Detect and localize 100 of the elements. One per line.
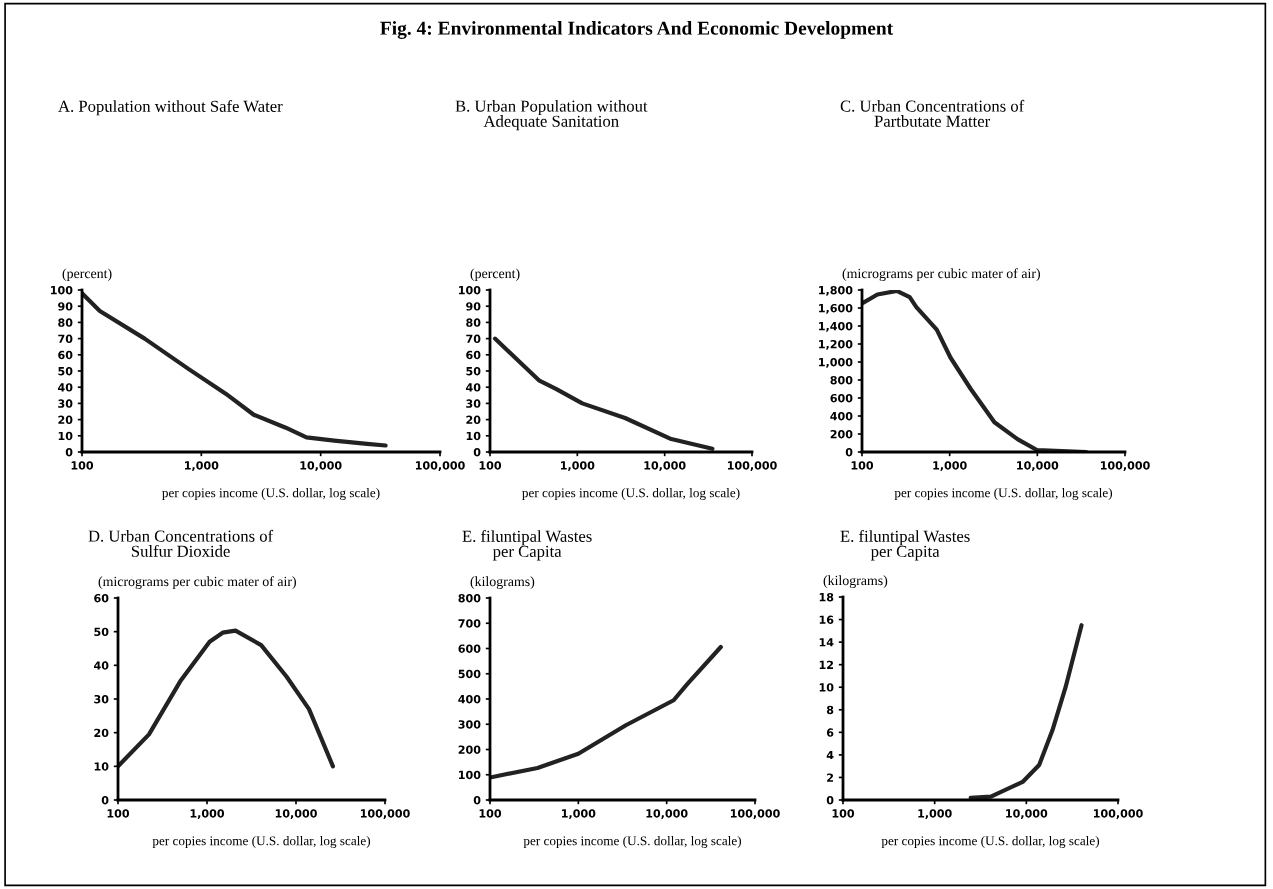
y-tick-label: 18 xyxy=(819,592,834,602)
y-tick-label: 1,600 xyxy=(819,303,853,314)
x-tick-label: 1,000 xyxy=(185,461,219,472)
y-tick-label: 60 xyxy=(466,350,481,360)
y-tick-label: 2 xyxy=(827,773,834,782)
chart-title: D. Urban Concentrations of Sulfur Dioxide xyxy=(88,529,274,557)
x-tick-label: 1,000 xyxy=(933,461,967,472)
y-tick-label: 80 xyxy=(466,318,481,327)
y-tick-label: 400 xyxy=(830,411,853,421)
x-tick-label: 1,000 xyxy=(918,809,952,820)
y-tick-label: 0 xyxy=(845,447,853,457)
y-tick-label: 12 xyxy=(819,660,834,669)
y-tick-label: 0 xyxy=(826,795,834,805)
x-tick-label: 100,000 xyxy=(730,809,780,820)
y-tick-label: 30 xyxy=(466,399,481,408)
chart-title: B. Urban Population without Adequate Sanitation xyxy=(455,100,648,131)
y-tick-label: 10 xyxy=(94,762,109,771)
y-tick-label: 4 xyxy=(826,751,834,760)
chart-title: E. filuntipal Wastes per Capita xyxy=(840,530,970,561)
x-tick-label: 10,000 xyxy=(300,461,342,472)
y-axis-title: (micrograms per cubic mater of air) xyxy=(98,576,296,589)
y-tick-label: 200 xyxy=(830,429,853,439)
y-tick-label: 90 xyxy=(466,302,481,311)
y-tick-label: 100 xyxy=(51,285,73,295)
x-axis-title: per copies income (U.S. dollar, log scale) xyxy=(523,836,742,848)
y-tick-label: 8 xyxy=(826,705,834,715)
y-tick-label: 600 xyxy=(830,393,853,403)
x-tick-label: 100,000 xyxy=(415,461,465,472)
y-tick-label: 30 xyxy=(58,399,73,408)
x-axis-title: per copies income (U.S. dollar, log scale) xyxy=(522,488,740,500)
y-tick-label: 1,000 xyxy=(819,357,853,368)
y-tick-label: 6 xyxy=(826,728,834,737)
y-tick-label: 1,800 xyxy=(819,285,853,296)
y-axis-title: (kilograms) xyxy=(823,575,888,588)
y-tick-label: 0 xyxy=(473,795,481,805)
y-tick-label: 300 xyxy=(458,720,481,729)
y-tick-label: 50 xyxy=(94,627,109,637)
y-tick-label: 50 xyxy=(58,366,73,376)
x-tick-label: 100 xyxy=(107,809,130,818)
y-tick-label: 1,200 xyxy=(819,339,853,350)
y-tick-label: 500 xyxy=(458,669,481,679)
y-tick-label: 50 xyxy=(466,366,481,376)
x-tick-label: 100 xyxy=(479,461,502,470)
y-tick-label: 0 xyxy=(473,447,481,457)
y-axis-title: (percent) xyxy=(62,268,112,281)
y-tick-label: 20 xyxy=(58,415,73,424)
y-tick-label: 10 xyxy=(58,431,73,441)
y-tick-label: 20 xyxy=(94,728,109,738)
y-tick-label: 800 xyxy=(830,375,853,385)
chart-title: C. Urban Concentrations of Partbutate Matter xyxy=(840,99,1025,127)
x-tick-label: 100 xyxy=(479,809,502,818)
y-tick-label: 0 xyxy=(65,447,73,457)
y-tick-label: 70 xyxy=(466,334,481,343)
x-tick-label: 100,000 xyxy=(1093,809,1143,820)
x-tick-label: 1,000 xyxy=(561,461,595,472)
caption: Fig. 4: Environmental Indicators And Economic Development xyxy=(380,21,894,39)
y-tick-label: 80 xyxy=(58,318,73,327)
x-tick-label: 10,000 xyxy=(275,809,317,820)
x-axis-title: per copies income (U.S. dollar, log scale) xyxy=(162,488,380,500)
x-tick-label: 10,000 xyxy=(646,809,688,820)
y-tick-label: 100 xyxy=(459,285,481,295)
y-tick-label: 40 xyxy=(58,383,73,392)
x-tick-label: 100,000 xyxy=(1100,461,1150,472)
x-tick-label: 1,000 xyxy=(562,809,596,820)
y-tick-label: 10 xyxy=(466,431,481,441)
y-tick-label: 14 xyxy=(819,638,834,647)
y-tick-label: 800 xyxy=(458,593,481,603)
x-tick-label: 100 xyxy=(71,461,94,470)
y-tick-label: 0 xyxy=(101,795,109,805)
y-axis-title: (micrograms per cubic mater of air) xyxy=(842,268,1040,281)
x-tick-label: 100,000 xyxy=(727,461,777,472)
y-tick-label: 600 xyxy=(458,644,481,653)
y-tick-label: 70 xyxy=(58,334,73,343)
y-tick-label: 400 xyxy=(458,694,481,704)
y-tick-label: 200 xyxy=(458,745,481,754)
y-tick-label: 40 xyxy=(466,383,481,392)
y-axis-title: (percent) xyxy=(470,268,520,281)
y-tick-label: 60 xyxy=(58,350,73,360)
x-tick-label: 100,000 xyxy=(360,809,410,820)
x-axis-title: per copies income (U.S. dollar, log scale) xyxy=(881,836,1100,848)
y-tick-label: 40 xyxy=(94,661,109,670)
x-axis-title: per copies income (U.S. dollar, log scale) xyxy=(152,836,371,848)
y-tick-label: 60 xyxy=(94,593,109,603)
x-tick-label: 100 xyxy=(851,461,874,470)
y-tick-label: 20 xyxy=(466,415,481,424)
x-tick-label: 10,000 xyxy=(1006,809,1048,820)
x-axis-title: per copies income (U.S. dollar, log scale) xyxy=(894,488,1113,500)
y-tick-label: 10 xyxy=(819,683,834,692)
chart-title: E. filuntipal Wastes per Capita xyxy=(462,530,592,561)
y-tick-label: 16 xyxy=(819,615,834,624)
y-tick-label: 100 xyxy=(459,770,481,780)
x-tick-label: 10,000 xyxy=(1017,461,1059,472)
x-tick-label: 10,000 xyxy=(644,461,686,472)
chart-title: A. Population without Safe Water xyxy=(58,100,283,116)
y-tick-label: 90 xyxy=(58,302,73,311)
y-axis-title: (kilograms) xyxy=(470,576,535,589)
y-tick-label: 1,400 xyxy=(819,321,853,332)
y-tick-label: 30 xyxy=(94,694,109,704)
x-tick-label: 1,000 xyxy=(190,809,225,820)
y-tick-label: 700 xyxy=(458,619,481,628)
